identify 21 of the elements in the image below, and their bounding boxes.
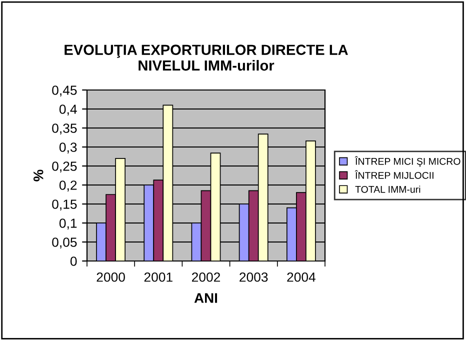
x-tick-label: 2003 xyxy=(240,272,268,282)
x-tick-label: 2004 xyxy=(287,272,316,282)
y-tick-label: 0,4 xyxy=(59,104,77,116)
x-tick-label: 2001 xyxy=(144,272,172,282)
y-tick-label: 0,25 xyxy=(52,162,77,172)
y-tick-label: 0,45 xyxy=(52,86,77,96)
legend-label: ÎNTREP MICI ŞI MICRO xyxy=(354,156,460,167)
y-tick-label: 0,05 xyxy=(52,238,77,248)
y-axis-title: % xyxy=(34,170,44,182)
y-tick-label: 0,3 xyxy=(59,142,77,154)
y-tick-label: 0 xyxy=(70,256,77,266)
y-tick-label: 0,2 xyxy=(59,180,77,192)
legend-label: TOTAL IMM-uri xyxy=(355,186,420,193)
y-tick-label: 0,1 xyxy=(59,218,77,230)
x-axis-title: ANI xyxy=(194,293,218,303)
legend-label: ÎNTREP MIJLOCII xyxy=(354,170,434,179)
y-tick-label: 0,15 xyxy=(52,200,77,210)
chart-title: EVOLUŢIA EXPORTURILOR DIRECTE LA NIVELUL IMM-urilor xyxy=(64,44,348,71)
x-tick-label: 2000 xyxy=(96,272,125,282)
y-tick-label: 0,35 xyxy=(52,124,77,134)
x-tick-label: 2002 xyxy=(192,272,220,282)
